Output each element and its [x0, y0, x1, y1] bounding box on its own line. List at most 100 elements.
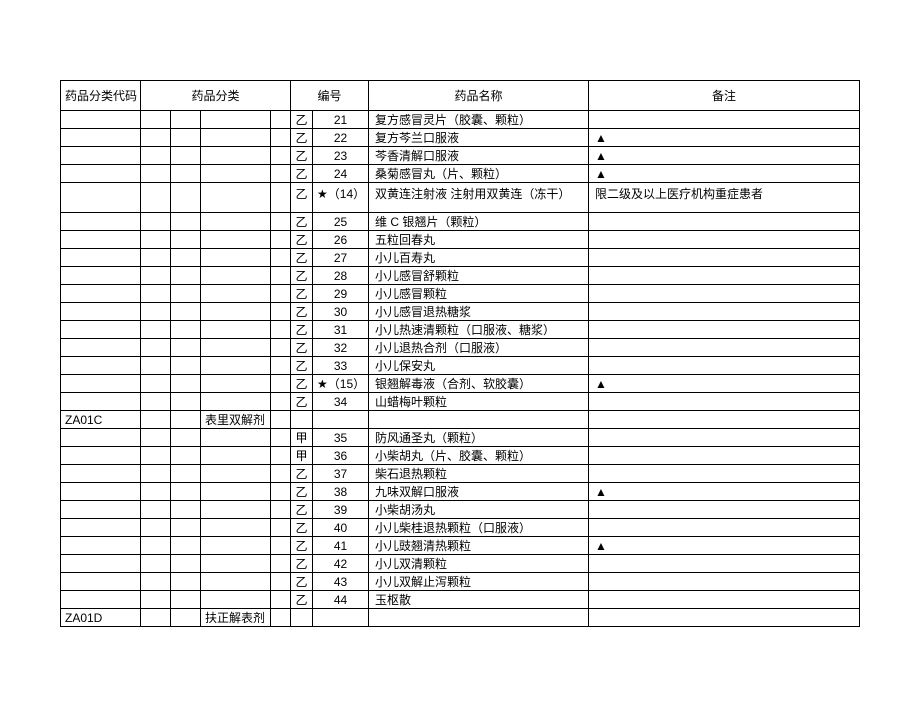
cell-number: 35 — [313, 429, 369, 447]
cell-cat-sub2 — [171, 183, 201, 213]
cell-cat-sub1 — [141, 213, 171, 231]
cell-note — [589, 411, 860, 429]
cell-code — [61, 501, 141, 519]
cell-cat-sub2 — [171, 303, 201, 321]
cell-number: 31 — [313, 321, 369, 339]
cell-class: 乙 — [291, 465, 313, 483]
cell-number: 36 — [313, 447, 369, 465]
cell-drug-name: 小儿退热合剂（口服液） — [369, 339, 589, 357]
cell-drug-name: 小柴胡丸（片、胶囊、颗粒） — [369, 447, 589, 465]
cell-class: 乙 — [291, 483, 313, 501]
cell-number — [313, 411, 369, 429]
cell-number: 39 — [313, 501, 369, 519]
cell-cat-sub3 — [271, 213, 291, 231]
cell-cat-sub3 — [271, 249, 291, 267]
cell-number: 43 — [313, 573, 369, 591]
cell-cat-sub1 — [141, 357, 171, 375]
cell-cat-sub3 — [271, 321, 291, 339]
cell-cat-sub1 — [141, 429, 171, 447]
cell-cat-name — [201, 321, 271, 339]
cell-cat-name — [201, 129, 271, 147]
cell-cat-sub3 — [271, 339, 291, 357]
cell-class: 乙 — [291, 537, 313, 555]
table-row: 乙34山蜡梅叶颗粒 — [61, 393, 860, 411]
cell-cat-sub2 — [171, 555, 201, 573]
cell-code — [61, 339, 141, 357]
cell-number: 38 — [313, 483, 369, 501]
cell-drug-name: 小儿双清颗粒 — [369, 555, 589, 573]
cell-drug-name: 五粒回春丸 — [369, 231, 589, 249]
cell-class: 甲 — [291, 429, 313, 447]
cell-cat-sub1 — [141, 321, 171, 339]
table-row: 乙25维 C 银翘片（颗粒） — [61, 213, 860, 231]
cell-drug-name: 小儿柴桂退热颗粒（口服液） — [369, 519, 589, 537]
cell-class: 乙 — [291, 285, 313, 303]
cell-note — [589, 591, 860, 609]
cell-note: ▲ — [589, 375, 860, 393]
cell-cat-sub3 — [271, 591, 291, 609]
cell-class: 乙 — [291, 339, 313, 357]
cell-cat-sub1 — [141, 147, 171, 165]
cell-cat-sub3 — [271, 555, 291, 573]
cell-drug-name: 芩香清解口服液 — [369, 147, 589, 165]
cell-note: ▲ — [589, 537, 860, 555]
cell-note — [589, 357, 860, 375]
cell-cat-name — [201, 447, 271, 465]
cell-cat-sub1 — [141, 249, 171, 267]
cell-cat-sub3 — [271, 519, 291, 537]
table-row: 乙32小儿退热合剂（口服液） — [61, 339, 860, 357]
cell-drug-name — [369, 609, 589, 627]
cell-class: 乙 — [291, 375, 313, 393]
cell-cat-sub1 — [141, 375, 171, 393]
cell-cat-sub2 — [171, 465, 201, 483]
cell-code — [61, 375, 141, 393]
cell-cat-sub1 — [141, 555, 171, 573]
cell-class: 乙 — [291, 501, 313, 519]
cell-code: ZA01C — [61, 411, 141, 429]
cell-drug-name: 银翘解毒液（合剂、软胶囊） — [369, 375, 589, 393]
cell-cat-name — [201, 537, 271, 555]
cell-drug-name: 小儿感冒颗粒 — [369, 285, 589, 303]
cell-cat-sub2 — [171, 429, 201, 447]
cell-note — [589, 303, 860, 321]
cell-cat-sub3 — [271, 483, 291, 501]
table-header-row: 药品分类代码 药品分类 编号 药品名称 备注 — [61, 81, 860, 111]
cell-class: 乙 — [291, 555, 313, 573]
cell-code — [61, 465, 141, 483]
cell-cat-sub2 — [171, 573, 201, 591]
cell-cat-sub1 — [141, 303, 171, 321]
cell-cat-name — [201, 483, 271, 501]
cell-cat-name — [201, 147, 271, 165]
cell-cat-sub2 — [171, 357, 201, 375]
cell-code — [61, 591, 141, 609]
cell-code — [61, 267, 141, 285]
table-row: 乙22复方芩兰口服液▲ — [61, 129, 860, 147]
cell-code — [61, 303, 141, 321]
cell-code — [61, 429, 141, 447]
cell-cat-name — [201, 555, 271, 573]
cell-code — [61, 447, 141, 465]
cell-cat-sub1 — [141, 573, 171, 591]
cell-cat-sub2 — [171, 231, 201, 249]
cell-cat-sub3 — [271, 465, 291, 483]
cell-note — [589, 573, 860, 591]
cell-cat-sub2 — [171, 267, 201, 285]
cell-number: 33 — [313, 357, 369, 375]
cell-class: 乙 — [291, 393, 313, 411]
cell-cat-sub2 — [171, 147, 201, 165]
table-row: 乙★（14）双黄连注射液 注射用双黄连（冻干）限二级及以上医疗机构重症患者 — [61, 183, 860, 213]
cell-note — [589, 555, 860, 573]
cell-note — [589, 393, 860, 411]
table-row: 乙30小儿感冒退热糖浆 — [61, 303, 860, 321]
cell-note: ▲ — [589, 165, 860, 183]
cell-class: 乙 — [291, 147, 313, 165]
cell-cat-sub3 — [271, 111, 291, 129]
cell-note — [589, 465, 860, 483]
cell-cat-name — [201, 357, 271, 375]
cell-note — [589, 501, 860, 519]
cell-number: 23 — [313, 147, 369, 165]
cell-code — [61, 111, 141, 129]
cell-number: 21 — [313, 111, 369, 129]
cell-cat-sub3 — [271, 303, 291, 321]
cell-cat-sub2 — [171, 447, 201, 465]
